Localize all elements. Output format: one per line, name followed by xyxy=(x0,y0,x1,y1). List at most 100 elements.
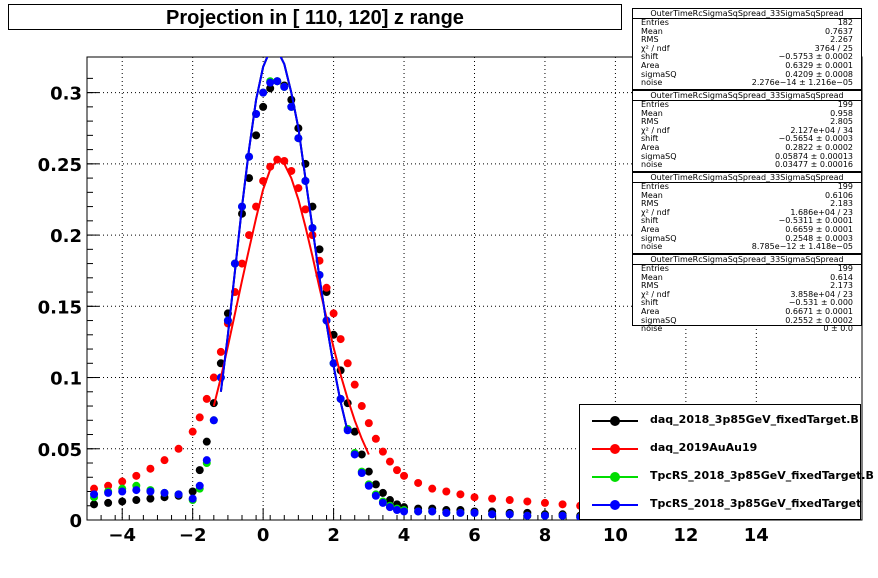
stats-value: 2.276e−14 ± 1.216e−05 xyxy=(751,78,853,88)
stats-value: 0.614 xyxy=(830,272,853,282)
data-point-series-3 xyxy=(385,503,394,512)
data-point-series-1 xyxy=(488,494,497,503)
data-point-series-0 xyxy=(259,102,268,111)
x-tick-label: 2 xyxy=(327,525,340,546)
stats-box-4: OuterTimeRcSigmaSqSpread_33SigmaSqSpread… xyxy=(632,254,862,333)
legend-entry-tpcrs: TpcRS_2018_3p85GeV_fixedTarget xyxy=(580,495,862,515)
stats-key: Entries xyxy=(641,182,669,191)
data-point-series-3 xyxy=(456,508,465,517)
stats-row: Mean 0.958 xyxy=(633,108,861,119)
stats-row: shift −0.531 ± 0.000 xyxy=(633,299,861,308)
data-point-series-0 xyxy=(104,498,113,507)
stats-key: χ² / ndf xyxy=(641,43,670,53)
data-point-series-3 xyxy=(174,490,183,499)
stats-value: 182 xyxy=(837,18,853,27)
stats-value: 0.958 xyxy=(830,108,853,118)
stats-value: 8.785e−12 ± 1.418e−05 xyxy=(751,242,853,252)
data-point-series-0 xyxy=(315,245,324,254)
stats-key: χ² / ndf xyxy=(641,289,670,299)
stats-key: RMS xyxy=(641,117,659,127)
stats-value: 0.6106 xyxy=(825,190,853,200)
data-point-series-3 xyxy=(371,491,380,500)
stats-value: 2.127e+04 / 34 xyxy=(790,125,853,135)
y-tick-label: 0.1 xyxy=(50,369,82,390)
chart-title: Projection in [ 110, 120] z range xyxy=(8,4,622,30)
y-tick-label: 0.05 xyxy=(38,440,82,461)
data-point-series-3 xyxy=(146,487,155,496)
stats-row: shift −0.5311 ± 0.0001 xyxy=(633,217,861,226)
stats-row: Area 0.6329 ± 0.0001 xyxy=(633,60,861,71)
data-point-series-1 xyxy=(343,359,352,368)
stats-key: sigmaSQ xyxy=(641,233,677,243)
data-point-series-0 xyxy=(188,487,197,496)
legend-label: TpcRS_2018_3p85GeV_fixedTarget xyxy=(650,497,862,510)
stats-value: 199 xyxy=(837,100,853,109)
data-point-series-3 xyxy=(488,510,497,519)
stats-key: shift xyxy=(641,52,659,62)
stats-value: 0 ± 0.0 xyxy=(823,324,853,334)
data-point-series-3 xyxy=(442,508,451,517)
fit-curve-2 xyxy=(219,57,349,432)
stats-box-3: OuterTimeRcSigmaSqSpread_33SigmaSqSpread… xyxy=(632,172,862,254)
stats-key: Area xyxy=(641,60,660,70)
stats-row: Mean 0.6106 xyxy=(633,190,861,201)
data-point-series-1 xyxy=(540,498,549,507)
stats-key: shift xyxy=(641,134,659,144)
stats-key: Mean xyxy=(641,108,663,118)
data-point-series-1 xyxy=(357,402,366,411)
legend-marker xyxy=(610,444,620,454)
data-point-series-0 xyxy=(357,450,366,459)
stats-panel: OuterTimeRcSigmaSqSpread_33SigmaSqSpread… xyxy=(632,8,862,333)
data-point-series-1 xyxy=(90,484,99,493)
stats-row: shift −0.5753 ± 0.0002 xyxy=(633,53,861,62)
stats-value: 199 xyxy=(837,182,853,191)
stats-box-header: OuterTimeRcSigmaSqSpread_33SigmaSqSpread xyxy=(633,91,861,101)
data-point-series-3 xyxy=(364,481,373,490)
data-point-series-1 xyxy=(238,259,246,268)
data-point-series-1 xyxy=(350,380,359,389)
data-point-series-1 xyxy=(118,477,127,486)
stats-value: 0.7637 xyxy=(825,26,853,36)
stats-row: χ² / ndf 2.127e+04 / 34 xyxy=(633,125,861,136)
stats-key: Mean xyxy=(641,190,663,200)
legend-entry-tpcrs-b: TpcRS_2018_3p85GeV_fixedTarget.B xyxy=(580,467,874,487)
data-point-series-1 xyxy=(371,434,380,443)
stats-key: sigmaSQ xyxy=(641,151,677,161)
stats-row: χ² / ndf 3764 / 25 xyxy=(633,43,861,54)
stats-box-header: OuterTimeRcSigmaSqSpread_33SigmaSqSpread xyxy=(633,9,861,19)
x-tick-label: 6 xyxy=(468,525,481,546)
stats-row: χ² / ndf 1.686e+04 / 23 xyxy=(633,207,861,218)
stats-value: 2.267 xyxy=(830,35,853,45)
stats-box-1: OuterTimeRcSigmaSqSpread_33SigmaSqSpread… xyxy=(632,8,862,90)
stats-value: 2.173 xyxy=(830,281,853,291)
data-point-series-1 xyxy=(132,471,141,480)
stats-key: Area xyxy=(641,224,660,234)
stats-value: −0.531 ± 0.000 xyxy=(788,298,853,308)
data-point-series-3 xyxy=(132,486,141,495)
data-point-series-0 xyxy=(146,494,155,503)
stats-key: sigmaSQ xyxy=(641,315,677,325)
stats-key: noise xyxy=(641,242,663,252)
data-point-series-1 xyxy=(400,471,409,480)
stats-key: Entries xyxy=(641,18,669,27)
data-point-series-1 xyxy=(174,444,183,453)
stats-value: 0.6659 ± 0.0001 xyxy=(785,224,853,234)
stats-value: 1.686e+04 / 23 xyxy=(790,207,853,217)
data-point-series-3 xyxy=(160,488,169,497)
stats-key: Area xyxy=(641,142,660,152)
stats-row: sigmaSQ 0.2552 ± 0.0002 xyxy=(633,315,861,326)
data-point-series-3 xyxy=(505,510,514,519)
x-tick-label: −2 xyxy=(179,525,207,546)
data-point-series-3 xyxy=(414,507,423,516)
fit-curve-1 xyxy=(212,158,370,455)
stats-value: 0.6329 ± 0.0001 xyxy=(785,60,853,70)
data-point-series-1 xyxy=(393,466,401,475)
stats-key: RMS xyxy=(641,35,659,45)
stats-value: −0.5753 ± 0.0002 xyxy=(778,52,853,62)
legend-label: daq_2018_3p85GeV_fixedTarget.B xyxy=(650,413,859,426)
data-point-series-3 xyxy=(259,88,268,97)
data-point-series-0 xyxy=(90,500,99,509)
data-point-series-1 xyxy=(294,184,303,193)
stats-value: 0.2822 ± 0.0002 xyxy=(785,142,853,152)
x-tick-label: 8 xyxy=(539,525,552,546)
